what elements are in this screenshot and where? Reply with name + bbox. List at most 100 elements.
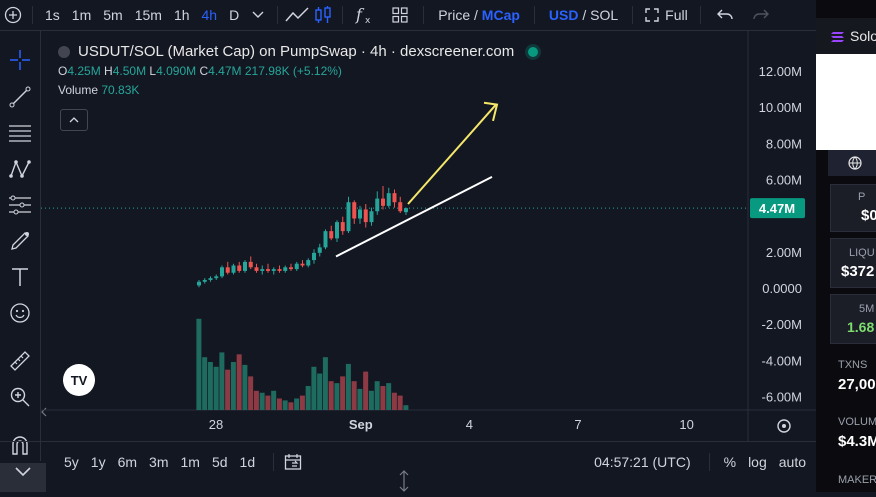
time-axis-label: 4 [466,417,473,432]
interval-5m[interactable]: 5m [103,7,123,23]
trend-line-drawing [335,176,493,258]
brush-icon[interactable] [4,225,36,257]
candle-body [243,261,247,271]
price-axis-label: 12.00M [759,64,802,79]
candle-body [294,263,299,270]
legend-collapse-button[interactable] [60,109,88,131]
calendar-range-icon[interactable] [280,449,306,475]
high-label: H [104,64,113,78]
candle-body [375,198,380,212]
sidebar-expand-button[interactable] [0,463,46,492]
auto-scale-toggle[interactable]: auto [778,454,806,470]
token-header[interactable]: Solo [816,18,876,54]
price-chart[interactable]: 12.00M 10.00M 8.00M 6.00M 2.00M 0.0000 -2.00M -… [0,0,816,441]
globe-icon[interactable] [848,156,862,170]
ruler-icon[interactable] [4,345,36,377]
makers-label: MAKER [838,474,876,486]
interval-d[interactable]: D [229,7,240,23]
emoji-icon[interactable] [4,297,36,329]
fib-retracement-icon[interactable] [4,189,36,221]
currency-toggle[interactable]: USD / SOL [541,7,626,23]
volume-bar [363,371,369,410]
price-axis-label: 0.0000 [762,281,802,296]
candle-body [248,261,253,268]
divider [699,6,701,24]
volume-bar [242,364,248,410]
price-card-label: P [858,191,866,203]
candle-body [306,260,311,266]
divider [273,453,275,471]
zoom-in-icon[interactable] [4,381,36,413]
trend-line-icon[interactable] [4,81,36,113]
volume-bar [196,318,202,410]
volume-panel-value: $4.3M [838,433,876,450]
price-axis-label: -2.00M [762,317,802,332]
sidebar-collapse-handle[interactable] [40,400,48,424]
candle-body [346,202,351,232]
undo-icon[interactable] [707,2,743,28]
volume-bar [397,395,403,410]
volume-bar [311,366,317,410]
arrow-head [483,101,499,122]
candles-icon[interactable] [310,2,336,28]
text-tool-icon[interactable] [4,261,36,293]
log-scale-toggle[interactable]: log [748,454,767,470]
fullscreen-button[interactable]: Full [639,7,694,23]
separator-slash: / [474,7,478,23]
candle-body [214,276,219,279]
volume-bar [374,381,380,410]
candle-body [254,267,259,271]
range-1m[interactable]: 1m [180,454,200,470]
price-mcap-toggle[interactable]: Price / MCap [430,7,528,23]
volume-bar [305,386,311,410]
change-value: 217.98K (+5.12%) [244,64,342,78]
horizontal-lines-icon[interactable] [4,117,36,149]
bottom-toolbar: 5y 1y 6m 3m 1m 5d 1d 04:57:21 (UTC) % lo… [0,441,816,482]
timeframe-card[interactable]: 5M 1.68 [830,294,876,344]
volume-bar [299,395,305,410]
interval-1s[interactable]: 1s [45,7,60,23]
magnet-icon[interactable] [4,429,36,461]
tradingview-logo-icon [63,364,95,396]
line-chart-icon[interactable] [284,2,310,28]
crosshair-icon[interactable] [4,44,36,76]
volume-value: 70.83K [101,83,140,97]
utc-clock[interactable]: 04:57:21 (UTC) [594,454,691,470]
range-1d[interactable]: 1d [239,454,256,470]
candle-body [300,263,305,266]
interval-1m[interactable]: 1m [71,7,92,23]
interval-4h[interactable]: 4h [201,7,218,23]
range-5d[interactable]: 5d [211,454,228,470]
chevron-down-icon[interactable] [245,2,271,28]
range-6m[interactable]: 6m [117,454,138,470]
divider [708,453,710,471]
interval-15m[interactable]: 15m [134,7,162,23]
chart-legend: USDUT/SOL (Market Cap) on PumpSwap · 4h … [58,43,539,97]
redo-icon[interactable] [743,2,779,28]
candle-body [231,265,236,273]
percent-scale-toggle[interactable]: % [723,454,737,470]
candle-body [329,231,334,239]
range-3m[interactable]: 3m [149,454,169,470]
range-1y[interactable]: 1y [90,454,106,470]
liquidity-value: $372 [841,263,875,280]
pattern-icon[interactable] [4,153,36,185]
candle-body [260,269,265,271]
panel-resize-handle[interactable] [396,470,412,492]
symbol-title: USDUT/SOL (Market Cap) on PumpSwap · 4h … [78,43,515,60]
layout-grid-icon[interactable] [383,2,417,28]
high-value: 4.50M [112,64,147,78]
eye-icon[interactable] [58,45,70,58]
volume-bar [357,388,363,410]
volume-bar [340,376,346,410]
volume-bar [230,362,236,410]
open-label: O [58,64,68,78]
settings-gear-icon[interactable] [777,419,791,433]
price-axis-label: 8.00M [766,136,802,151]
volume-legend: Volume 70.83K [58,83,538,97]
interval-1h[interactable]: 1h [173,7,190,23]
range-5y[interactable]: 5y [64,454,79,470]
add-symbol-icon[interactable] [0,2,26,28]
